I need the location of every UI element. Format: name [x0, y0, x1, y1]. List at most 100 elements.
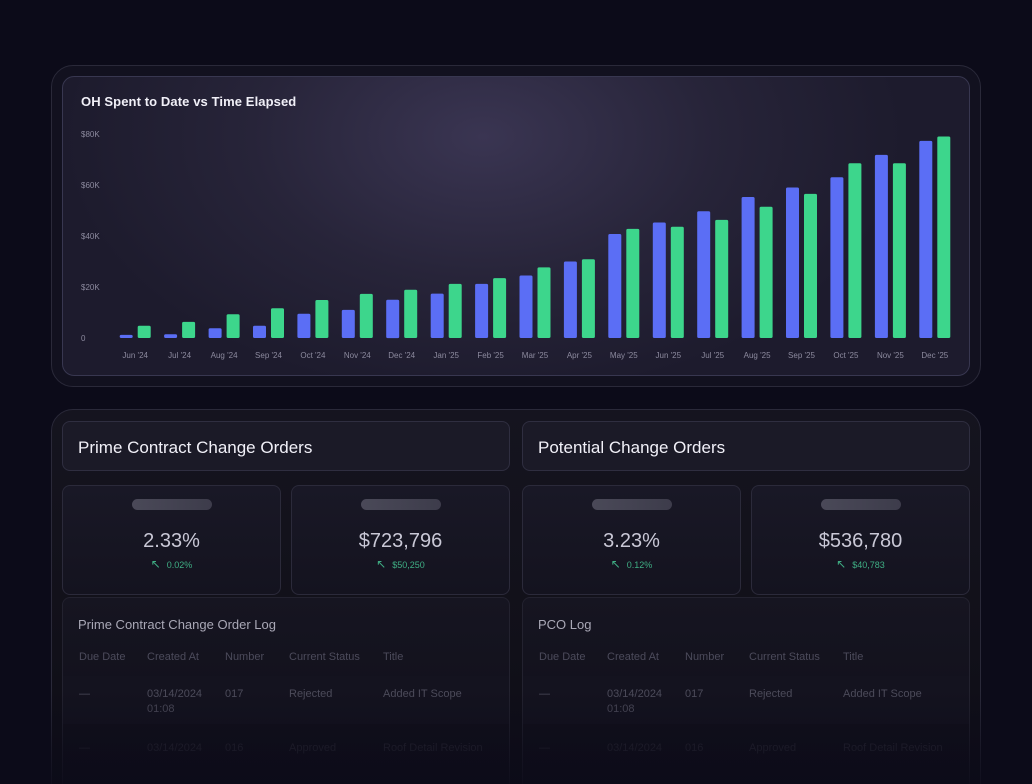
bar-series-2[interactable]: [137, 325, 151, 338]
bar-series-2[interactable]: [670, 226, 684, 338]
y-tick-label: 0: [81, 334, 86, 343]
bar-series-1[interactable]: [119, 334, 133, 338]
x-tick-label: Oct '24: [300, 351, 326, 360]
bar-series-1[interactable]: [386, 299, 400, 339]
row-number: 016: [225, 742, 244, 754]
bar-series-2[interactable]: [626, 228, 640, 338]
x-tick-label: Sep '24: [255, 351, 282, 360]
bar-series-1[interactable]: [608, 234, 622, 338]
column-header-created-at[interactable]: Created At: [607, 651, 659, 663]
bar-series-1[interactable]: [697, 211, 711, 338]
x-tick-label: Nov '24: [344, 351, 371, 360]
x-tick-label: Aug '24: [211, 351, 238, 360]
x-tick-label: Mar '25: [522, 351, 549, 360]
bar-series-1[interactable]: [164, 334, 178, 338]
stat-value: $723,796: [358, 530, 443, 552]
bar-series-1[interactable]: [874, 154, 888, 338]
prime-contract-header: Prime Contract Change Orders: [62, 421, 510, 471]
row-title: Roof Detail Revision: [843, 742, 943, 754]
x-tick-label: Dec '25: [921, 351, 948, 360]
bar-series-2[interactable]: [537, 267, 551, 338]
x-tick-label: Feb '25: [477, 351, 504, 360]
bar-series-1[interactable]: [341, 309, 355, 338]
column-header-number[interactable]: Number: [685, 651, 725, 663]
bar-series-1[interactable]: [563, 261, 577, 339]
row-created-at: 03/14/2024 01:08: [147, 688, 203, 715]
row-status: Rejected: [289, 688, 333, 700]
stat-value: $536,780: [818, 530, 903, 552]
bar-series-2[interactable]: [804, 193, 817, 338]
arrow-up-left-icon: ↖: [610, 557, 621, 571]
x-tick-label: Apr '25: [567, 351, 593, 360]
pco-log: PCO Log Due Date Created At Number Curre…: [522, 597, 970, 784]
pco-stat-card-percent: 3.23% ↖ 0.12%: [522, 485, 741, 595]
column-header-number[interactable]: Number: [225, 651, 265, 663]
bar-series-2[interactable]: [404, 289, 418, 338]
x-tick-label: Jun '24: [122, 351, 148, 360]
column-header-title[interactable]: Title: [843, 651, 864, 663]
bar-series-1[interactable]: [919, 140, 933, 338]
row-created-at: 03/14/2024: [147, 742, 203, 754]
stat-delta: ↖ $50,250: [292, 557, 509, 571]
row-due-date: —: [539, 742, 550, 754]
chart-title: OH Spent to Date vs Time Elapsed: [81, 94, 297, 109]
column-header-created-at[interactable]: Created At: [147, 651, 199, 663]
arrow-up-left-icon: ↖: [150, 557, 161, 571]
chart-card: OH Spent to Date vs Time Elapsed $80K $60…: [62, 76, 970, 376]
column-header-due-date[interactable]: Due Date: [539, 651, 586, 663]
row-number: 017: [225, 688, 244, 700]
bar-series-2[interactable]: [448, 283, 462, 338]
bar-series-1[interactable]: [475, 283, 489, 338]
column-header-title[interactable]: Title: [383, 651, 404, 663]
bar-series-2[interactable]: [359, 293, 373, 338]
stat-delta-value: 0.02%: [166, 560, 193, 570]
bar-series-1[interactable]: [786, 187, 799, 339]
y-tick-label: $40K: [81, 232, 100, 241]
bar-series-2[interactable]: [848, 163, 862, 338]
column-header-due-date[interactable]: Due Date: [79, 651, 126, 663]
x-tick-label: May '25: [610, 351, 638, 360]
log-title: PCO Log: [538, 617, 592, 632]
arrow-up-left-icon: ↖: [836, 557, 847, 571]
bar-series-2[interactable]: [581, 259, 595, 338]
bar-series-2[interactable]: [715, 219, 729, 338]
x-tick-label: Nov '25: [877, 351, 904, 360]
row-status: Approved: [749, 742, 797, 754]
stat-value: 3.23%: [603, 530, 660, 552]
bar-series-1[interactable]: [741, 197, 755, 338]
prime-change-order-log: Prime Contract Change Order Log Due Date…: [62, 597, 510, 784]
arrow-up-left-icon: ↖: [376, 557, 387, 571]
bar-series-1[interactable]: [652, 222, 666, 339]
row-number: 017: [685, 688, 704, 700]
bar-series-2[interactable]: [226, 314, 240, 338]
stat-delta-value: $40,783: [852, 560, 885, 570]
row-title: Added IT Scope: [843, 688, 922, 700]
log-title: Prime Contract Change Order Log: [78, 617, 276, 632]
bar-series-1[interactable]: [830, 177, 844, 338]
bar-series-1[interactable]: [430, 293, 444, 338]
stat-value: 2.33%: [143, 530, 200, 552]
column-header-current-status[interactable]: Current Status: [749, 651, 820, 663]
row-due-date: —: [79, 742, 90, 754]
bar-series-1[interactable]: [253, 325, 266, 338]
bar-series-1[interactable]: [297, 313, 311, 338]
bar-series-2[interactable]: [182, 321, 196, 338]
stat-label-placeholder: [820, 499, 901, 510]
column-header-current-status[interactable]: Current Status: [289, 651, 360, 663]
potential-change-orders-header: Potential Change Orders: [522, 421, 970, 471]
bar-series-2[interactable]: [315, 300, 329, 338]
bar-series-2[interactable]: [271, 308, 284, 338]
bar-series-2[interactable]: [937, 136, 951, 339]
bar-series-2[interactable]: [759, 206, 773, 338]
x-tick-label: Dec '24: [388, 351, 415, 360]
stat-label-placeholder: [131, 499, 212, 510]
bar-series-2[interactable]: [493, 278, 507, 338]
bar-series-1[interactable]: [519, 275, 533, 339]
x-tick-label: Jul '24: [168, 351, 191, 360]
bar-series-2[interactable]: [892, 163, 906, 338]
y-tick-label: $80K: [81, 130, 100, 139]
row-number: 016: [685, 742, 704, 754]
prime-stat-card-amount: $723,796 ↖ $50,250: [291, 485, 510, 595]
row-status: Approved: [289, 742, 337, 754]
bar-series-1[interactable]: [208, 328, 222, 338]
